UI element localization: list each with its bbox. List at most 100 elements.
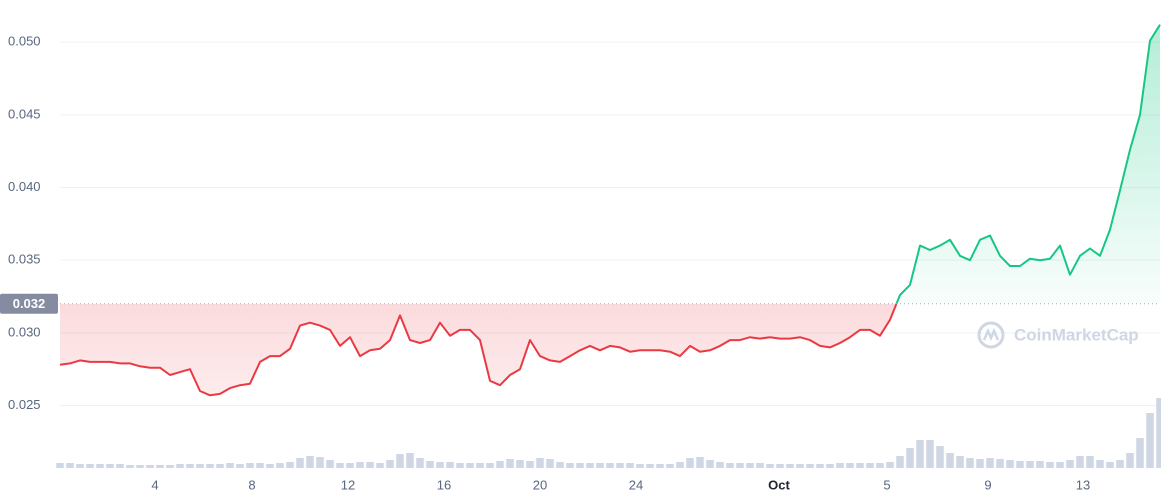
volume-bar: [276, 463, 284, 468]
volume-bar: [846, 463, 854, 468]
volume-bar: [186, 464, 194, 468]
volume-bar: [486, 463, 494, 468]
volume-bar: [446, 462, 454, 468]
volume-bar: [126, 465, 134, 468]
volume-bar: [416, 458, 424, 468]
volume-bar: [326, 460, 334, 468]
volume-bar: [666, 464, 674, 468]
volume-bar: [816, 464, 824, 468]
volume-bar: [886, 462, 894, 468]
volume-bar: [566, 463, 574, 468]
volume-bar: [936, 446, 944, 468]
volume-bar: [376, 463, 384, 468]
volume-bar: [346, 463, 354, 468]
volume-bar: [786, 464, 794, 468]
volume-bar: [1076, 456, 1084, 468]
volume-bars: [56, 398, 1161, 468]
volume-bar: [976, 459, 984, 468]
x-tick-label: 8: [248, 477, 255, 492]
volume-bar: [286, 462, 294, 468]
volume-bar: [396, 454, 404, 468]
volume-bar: [646, 464, 654, 468]
volume-bar: [96, 464, 104, 468]
volume-bar: [586, 463, 594, 468]
volume-bar: [206, 464, 214, 468]
volume-bar: [996, 459, 1004, 468]
volume-bar: [296, 458, 304, 468]
volume-bar: [736, 463, 744, 468]
y-tick-label: 0.030: [8, 324, 41, 339]
volume-bar: [1036, 461, 1044, 468]
volume-bar: [1046, 462, 1054, 468]
volume-bar: [966, 458, 974, 468]
volume-bar: [536, 458, 544, 468]
volume-bar: [436, 462, 444, 468]
volume-bar: [1006, 460, 1014, 468]
volume-bar: [806, 464, 814, 468]
y-tick-label: 0.025: [8, 397, 41, 412]
x-tick-label: 24: [629, 477, 643, 492]
x-tick-label: Oct: [768, 477, 790, 492]
volume-bar: [1066, 460, 1074, 468]
volume-bar: [956, 456, 964, 468]
volume-bar: [766, 464, 774, 468]
volume-bar: [66, 463, 74, 468]
volume-bar: [306, 456, 314, 468]
volume-bar: [106, 464, 114, 468]
volume-bar: [196, 464, 204, 468]
volume-bar: [616, 463, 624, 468]
volume-bar: [686, 458, 694, 468]
volume-bar: [576, 463, 584, 468]
volume-bar: [596, 463, 604, 468]
volume-bar: [876, 463, 884, 468]
area-layer: [60, 24, 1160, 396]
volume-bar: [406, 453, 414, 468]
y-tick-label: 0.045: [8, 106, 41, 121]
volume-bar: [1126, 453, 1134, 468]
volume-bar: [856, 463, 864, 468]
volume-bar: [386, 460, 394, 468]
volume-bar: [1086, 456, 1094, 468]
volume-bar: [906, 448, 914, 468]
volume-bar: [156, 465, 164, 468]
volume-bar: [836, 463, 844, 468]
volume-bar: [496, 461, 504, 468]
volume-bar: [146, 465, 154, 468]
volume-bar: [1106, 462, 1114, 468]
volume-bar: [826, 464, 834, 468]
volume-bar: [86, 464, 94, 468]
volume-bar: [136, 465, 144, 468]
volume-bar: [456, 463, 464, 468]
volume-bar: [556, 462, 564, 468]
x-tick-label: 13: [1076, 477, 1090, 492]
y-tick-label: 0.035: [8, 252, 41, 267]
volume-bar: [426, 461, 434, 468]
x-tick-label: 16: [437, 477, 451, 492]
volume-bar: [1136, 438, 1144, 468]
x-tick-label: 4: [151, 477, 158, 492]
volume-bar: [776, 464, 784, 468]
volume-bar: [236, 464, 244, 468]
volume-bar: [716, 462, 724, 468]
line-layer: [59, 24, 1161, 397]
volume-bar: [476, 463, 484, 468]
volume-bar: [726, 463, 734, 468]
volume-bar: [866, 463, 874, 468]
volume-bar: [266, 464, 274, 468]
volume-bar: [256, 463, 264, 468]
volume-bar: [916, 440, 924, 468]
volume-bar: [796, 464, 804, 468]
watermark-logo-mark: [982, 327, 1000, 342]
volume-bar: [546, 459, 554, 468]
x-tick-label: 5: [883, 477, 890, 492]
volume-bar: [1016, 461, 1024, 468]
volume-bar: [756, 463, 764, 468]
watermark-logo: [977, 321, 1005, 349]
x-tick-label: 9: [984, 477, 991, 492]
y-tick-label: 0.040: [8, 179, 41, 194]
area: [60, 24, 1160, 396]
volume-bar: [246, 463, 254, 468]
volume-bar: [606, 463, 614, 468]
volume-bar: [366, 462, 374, 468]
